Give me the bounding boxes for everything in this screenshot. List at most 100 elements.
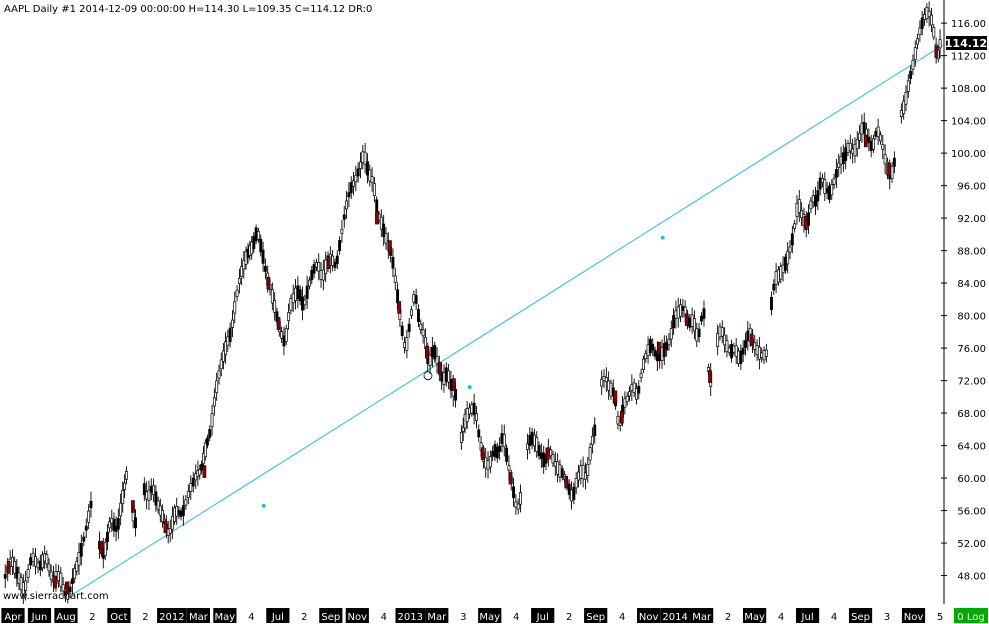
down-candle	[708, 370, 712, 383]
candle-body	[811, 195, 815, 203]
x-tick-bg	[660, 608, 690, 623]
candle-body	[391, 256, 395, 269]
log-toggle-button[interactable]: 0 Log	[954, 608, 988, 623]
candle-body	[210, 413, 214, 428]
candle-body	[539, 452, 543, 460]
candle-body	[82, 536, 86, 542]
x-tick-bg	[478, 608, 502, 623]
candle-body	[226, 336, 230, 346]
candle-body	[134, 517, 137, 529]
candle-body	[191, 477, 195, 487]
down-candle	[934, 45, 939, 58]
candle-body	[428, 354, 432, 366]
candle-body	[407, 323, 411, 332]
x-tick-bg	[690, 608, 714, 623]
down-candle	[266, 276, 271, 290]
candle-body	[925, 6, 929, 20]
down-candle	[452, 378, 456, 391]
candle-body	[181, 505, 185, 516]
candle-body	[609, 382, 613, 397]
candle-body	[149, 485, 153, 493]
candle-body	[723, 334, 727, 346]
candle-body	[119, 502, 123, 517]
candle-body	[203, 442, 207, 458]
candle-body	[814, 195, 817, 207]
candle-body	[273, 300, 277, 313]
candle-body	[549, 449, 553, 457]
candle-body	[734, 345, 738, 357]
trendline-handle[interactable]	[467, 385, 472, 390]
candle-body	[830, 184, 834, 196]
y-tick-label: 60.00	[957, 474, 986, 485]
x-tick-label: Apr	[4, 612, 22, 623]
candle-body	[433, 344, 437, 360]
trendline[interactable]	[71, 44, 944, 596]
candle-body	[396, 289, 400, 304]
candle-body	[693, 318, 696, 332]
x-tick-bg	[107, 608, 131, 623]
candle-body	[361, 151, 365, 163]
x-tick-label: Nov	[639, 612, 659, 623]
candle-body	[860, 122, 864, 135]
down-candle	[684, 313, 689, 326]
price-axis[interactable]: 116.00 112.00 108.00 104.00 100.00 96.00 92.00…	[941, 19, 986, 583]
candle-body	[435, 356, 439, 365]
candle-body	[526, 443, 529, 450]
candle-body	[261, 249, 265, 264]
pivot-marker-layer	[423, 371, 433, 381]
candle-body	[449, 378, 453, 391]
time-axis[interactable]: Apr Jun Aug 2 Oct 2 2012 Mar May 4 Jul 2 Sep Nov 4 2013…	[1, 608, 943, 623]
candle-body	[41, 554, 44, 569]
candle-body	[702, 308, 706, 319]
candle-body	[825, 188, 829, 194]
candle-body	[716, 332, 720, 347]
candle-body	[200, 464, 204, 471]
candle-body	[298, 289, 302, 302]
candle-body	[732, 345, 736, 353]
candle-body	[795, 203, 799, 217]
log-button-bg[interactable]	[954, 608, 988, 623]
candle-body	[672, 315, 676, 329]
candle-body	[154, 491, 158, 506]
x-tick-label: Jul	[271, 612, 284, 623]
candle-body	[170, 515, 174, 530]
down-candle	[564, 475, 569, 489]
candle-body	[259, 238, 263, 253]
candle-body	[757, 346, 761, 360]
last-price-bg	[946, 36, 987, 50]
y-tick-label: 72.00	[957, 377, 986, 388]
x-tick-bg	[345, 608, 369, 623]
candle-body	[468, 407, 471, 415]
y-tick-label: 52.00	[957, 539, 986, 550]
log-button-label[interactable]: 0 Log	[957, 612, 984, 623]
down-candle	[6, 561, 11, 574]
candle-body	[421, 329, 425, 337]
candle-body	[500, 433, 504, 444]
trendline-handle[interactable]	[261, 503, 266, 508]
candle-body	[781, 264, 785, 274]
candle-body	[558, 464, 562, 478]
y-tick-label: 104.00	[951, 117, 986, 128]
trendline-layer[interactable]	[71, 44, 944, 596]
down-candle	[388, 240, 392, 253]
x-tick-bg	[266, 608, 290, 623]
candle-body	[890, 165, 894, 179]
candle-body	[465, 408, 469, 423]
candle-body	[324, 259, 328, 274]
candle-body	[535, 437, 539, 452]
candle-body	[370, 176, 374, 183]
candle-body	[319, 270, 323, 280]
candle-body	[753, 342, 757, 350]
candle-body	[384, 233, 388, 244]
candle-body	[816, 190, 820, 202]
candle-body	[688, 317, 692, 328]
x-tick-label: 3	[884, 612, 890, 623]
x-tick-bg	[54, 608, 78, 623]
trendline-handle[interactable]	[660, 235, 665, 240]
candle-body	[590, 435, 594, 446]
x-tick-bg	[531, 608, 555, 623]
candle-body	[61, 584, 65, 592]
candle-body	[79, 543, 83, 557]
candle-body	[256, 231, 260, 240]
